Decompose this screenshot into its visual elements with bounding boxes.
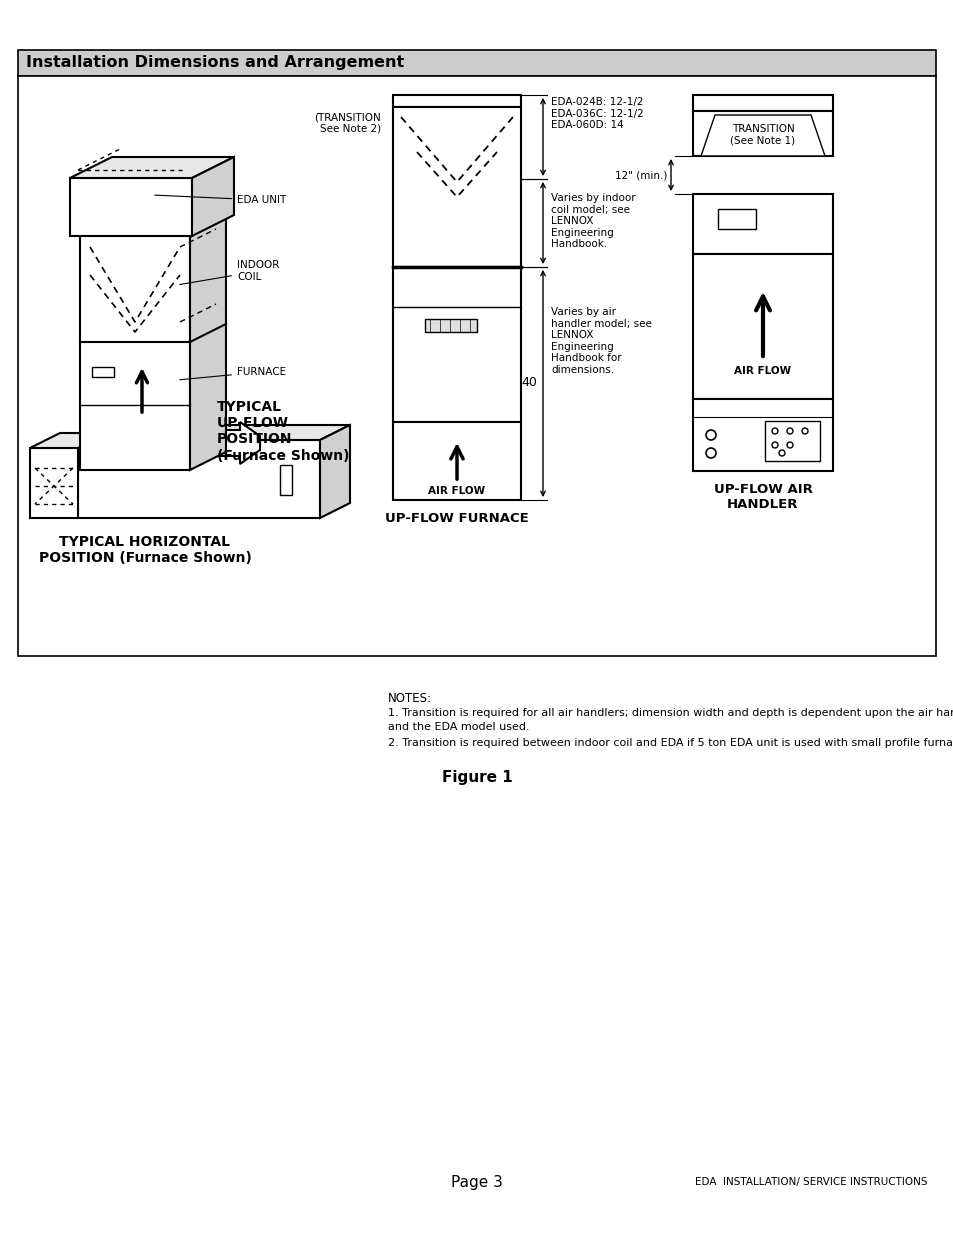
- Bar: [692, 399, 832, 471]
- Bar: [280, 466, 292, 495]
- Polygon shape: [192, 157, 233, 236]
- Bar: [393, 95, 520, 107]
- Text: Varies by air
handler model; see
LENNOX
Engineering
Handbook for
dimensions.: Varies by air handler model; see LENNOX …: [551, 308, 651, 375]
- Bar: [424, 319, 476, 332]
- Text: TRANSITION
(See Note 1): TRANSITION (See Note 1): [730, 125, 795, 146]
- Bar: [18, 77, 935, 656]
- Polygon shape: [700, 115, 824, 156]
- Text: AIR FLOW: AIR FLOW: [734, 366, 791, 375]
- Text: 40: 40: [520, 377, 537, 389]
- Polygon shape: [80, 340, 190, 471]
- Text: INDOOR
COIL: INDOOR COIL: [179, 261, 279, 284]
- Text: (TRANSITION
See Note 2): (TRANSITION See Note 2): [314, 112, 380, 133]
- Bar: [692, 254, 832, 399]
- Text: EDA  INSTALLATION/ SERVICE INSTRUCTIONS: EDA INSTALLATION/ SERVICE INSTRUCTIONS: [695, 1177, 927, 1187]
- Text: Installation Dimensions and Arrangement: Installation Dimensions and Arrangement: [26, 56, 404, 70]
- Bar: [692, 111, 832, 156]
- Bar: [393, 267, 520, 422]
- Text: 12" (min.): 12" (min.): [614, 170, 666, 180]
- Text: and the EDA model used.: and the EDA model used.: [388, 722, 529, 732]
- Bar: [18, 49, 935, 77]
- Bar: [692, 95, 832, 111]
- Text: UP-FLOW FURNACE: UP-FLOW FURNACE: [385, 513, 528, 525]
- Polygon shape: [70, 178, 192, 236]
- Polygon shape: [30, 448, 78, 517]
- Text: AIR FLOW: AIR FLOW: [428, 487, 485, 496]
- Bar: [393, 107, 520, 267]
- Bar: [764, 421, 820, 461]
- Bar: [718, 209, 755, 228]
- Text: Page 3: Page 3: [451, 1174, 502, 1189]
- Polygon shape: [78, 425, 350, 440]
- Bar: [692, 194, 832, 254]
- Polygon shape: [80, 217, 226, 235]
- Text: EDA-024B: 12-1/2
EDA-036C: 12-1/2
EDA-060D: 14: EDA-024B: 12-1/2 EDA-036C: 12-1/2 EDA-06…: [551, 98, 643, 130]
- Polygon shape: [214, 422, 260, 464]
- Text: NOTES:: NOTES:: [388, 692, 432, 705]
- Text: 1. Transition is required for all air handlers; dimension width and depth is dep: 1. Transition is required for all air ha…: [388, 708, 953, 718]
- Text: TYPICAL HORIZONTAL
POSITION (Furnace Shown): TYPICAL HORIZONTAL POSITION (Furnace Sho…: [38, 535, 252, 566]
- Text: Varies by indoor
coil model; see
LENNOX
Engineering
Handbook.: Varies by indoor coil model; see LENNOX …: [551, 193, 635, 249]
- Polygon shape: [190, 322, 226, 471]
- Polygon shape: [70, 157, 233, 178]
- Bar: [393, 422, 520, 500]
- Text: UP-FLOW AIR
HANDLER: UP-FLOW AIR HANDLER: [713, 483, 812, 511]
- Polygon shape: [80, 322, 226, 340]
- Text: FURNACE: FURNACE: [179, 367, 286, 379]
- Text: 2. Transition is required between indoor coil and EDA if 5 ton EDA unit is used : 2. Transition is required between indoor…: [388, 739, 953, 748]
- Polygon shape: [80, 235, 190, 342]
- Bar: [91, 367, 113, 377]
- Polygon shape: [190, 217, 226, 342]
- Polygon shape: [30, 433, 108, 448]
- Text: Figure 1: Figure 1: [441, 769, 512, 785]
- Polygon shape: [78, 440, 319, 517]
- Text: TYPICAL
UP-FLOW
POSITION
(Furnace Shown): TYPICAL UP-FLOW POSITION (Furnace Shown): [216, 400, 349, 463]
- Polygon shape: [319, 425, 350, 517]
- Text: EDA UNIT: EDA UNIT: [154, 195, 286, 205]
